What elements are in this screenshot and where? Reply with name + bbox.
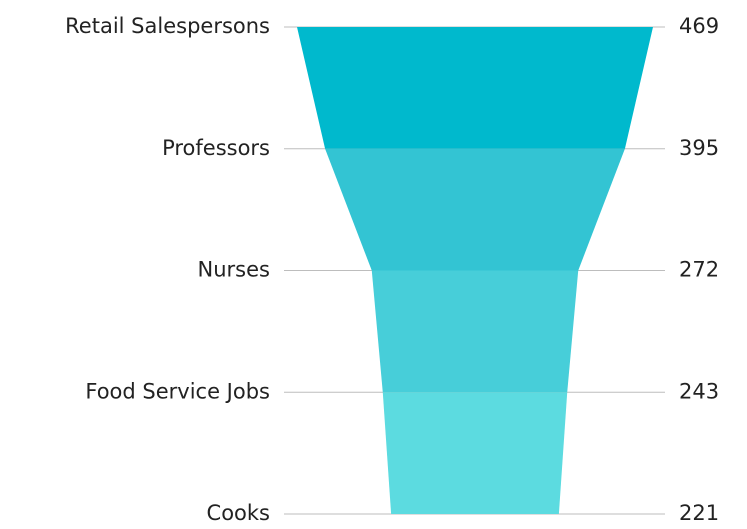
- value-label: 221: [679, 501, 719, 525]
- category-label: Cooks: [207, 501, 270, 525]
- value-label: 243: [679, 379, 719, 403]
- category-label: Food Service Jobs: [85, 379, 270, 403]
- value-label: 395: [679, 136, 719, 160]
- funnel-segment: [297, 27, 653, 149]
- funnel-segment: [371, 270, 579, 393]
- value-label: 469: [679, 14, 719, 38]
- funnel-segment: [382, 392, 568, 514]
- category-label: Professors: [162, 136, 270, 160]
- category-label: Nurses: [198, 258, 270, 282]
- value-label: 272: [679, 258, 719, 282]
- funnel-segment: [325, 148, 625, 271]
- category-label: Retail Salespersons: [65, 14, 270, 38]
